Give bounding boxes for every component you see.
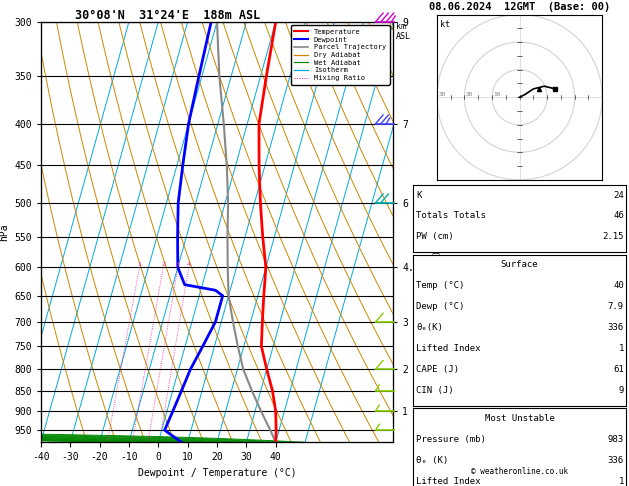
Text: 4: 4 [187, 262, 191, 267]
Text: 1: 1 [618, 344, 624, 353]
Y-axis label: Mixing Ratio (g/kg): Mixing Ratio (g/kg) [430, 185, 439, 279]
Y-axis label: hPa: hPa [0, 223, 9, 241]
Text: 1: 1 [618, 477, 624, 486]
Text: Totals Totals: Totals Totals [416, 211, 486, 221]
Text: 2: 2 [162, 262, 165, 267]
Text: PW (cm): PW (cm) [416, 232, 454, 242]
Text: kt: kt [440, 19, 450, 29]
Text: km
ASL: km ASL [396, 22, 411, 41]
Text: Lifted Index: Lifted Index [416, 477, 481, 486]
Text: CIN (J): CIN (J) [416, 386, 454, 395]
Text: θₑ (K): θₑ (K) [416, 456, 448, 465]
Text: Lifted Index: Lifted Index [416, 344, 481, 353]
Text: 336: 336 [608, 323, 624, 332]
Text: Temp (°C): Temp (°C) [416, 281, 465, 291]
Text: Dewp (°C): Dewp (°C) [416, 302, 465, 312]
Text: Most Unstable: Most Unstable [484, 414, 555, 423]
Legend: Temperature, Dewpoint, Parcel Trajectory, Dry Adiabat, Wet Adiabat, Isotherm, Mi: Temperature, Dewpoint, Parcel Trajectory… [291, 25, 389, 85]
Text: 7.9: 7.9 [608, 302, 624, 312]
Text: 40: 40 [613, 281, 624, 291]
Text: Surface: Surface [501, 260, 538, 270]
Text: 983: 983 [608, 435, 624, 444]
Text: 3: 3 [176, 262, 180, 267]
Text: 2.15: 2.15 [603, 232, 624, 242]
Text: 61: 61 [613, 365, 624, 374]
Text: 20: 20 [466, 92, 474, 97]
Text: 08.06.2024  12GMT  (Base: 00): 08.06.2024 12GMT (Base: 00) [429, 2, 610, 12]
Text: Pressure (mb): Pressure (mb) [416, 435, 486, 444]
Text: 46: 46 [613, 211, 624, 221]
Text: 10: 10 [493, 92, 501, 97]
Text: 30: 30 [438, 92, 446, 97]
Text: © weatheronline.co.uk: © weatheronline.co.uk [471, 467, 568, 476]
Text: 336: 336 [608, 456, 624, 465]
Text: 9: 9 [618, 386, 624, 395]
Text: 30°08'N  31°24'E  188m ASL: 30°08'N 31°24'E 188m ASL [75, 9, 261, 22]
X-axis label: Dewpoint / Temperature (°C): Dewpoint / Temperature (°C) [138, 468, 296, 478]
Text: 1: 1 [138, 262, 142, 267]
Text: 24: 24 [613, 191, 624, 200]
Text: CAPE (J): CAPE (J) [416, 365, 459, 374]
Text: K: K [416, 191, 422, 200]
Text: θₑ(K): θₑ(K) [416, 323, 443, 332]
